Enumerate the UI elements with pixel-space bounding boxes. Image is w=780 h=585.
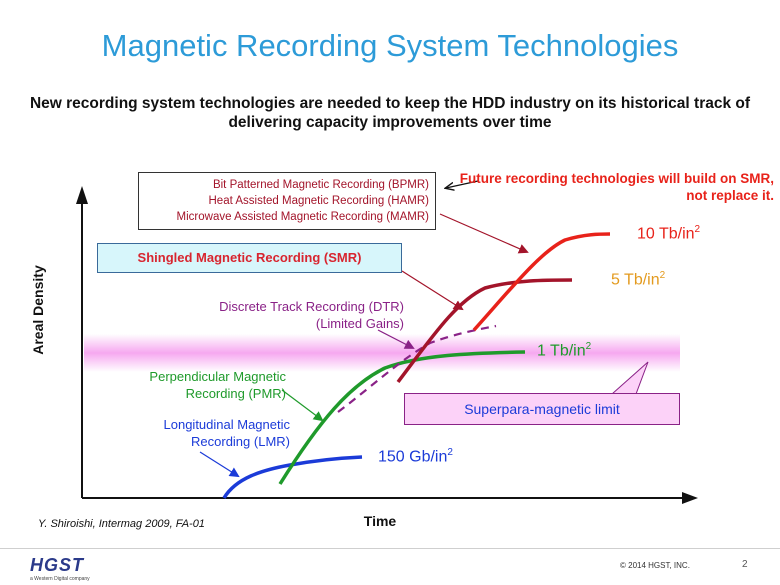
lmr-label-line1: Longitudinal Magnetic	[163, 417, 290, 432]
slide-subtitle: New recording system technologies are ne…	[29, 95, 751, 131]
logo-name: HGST	[30, 555, 85, 575]
density-10tb-label: 10 Tb/in2	[637, 224, 700, 243]
x-axis-arrowhead	[682, 492, 698, 504]
page-number: 2	[742, 559, 748, 570]
y-axis-label: Areal Density	[30, 265, 46, 355]
dtr-label: Discrete Track Recording (DTR) (Limited …	[150, 298, 404, 332]
density-10tb-value: 10 Tb/in	[637, 225, 695, 243]
future-tech-mamr: Microwave Assisted Magnetic Recording (M…	[176, 211, 429, 223]
citation: Y. Shiroishi, Intermag 2009, FA-01	[38, 518, 205, 530]
smr-arrow	[401, 270, 464, 311]
density-150gb-exp: 2	[447, 447, 453, 458]
superparamagnetic-limit-box: Superpara-magnetic limit	[404, 393, 680, 425]
lmr-arrow	[199, 451, 240, 478]
superparamagnetic-band	[84, 334, 680, 372]
density-1tb-label: 1 Tb/in2	[537, 341, 591, 360]
density-150gb-value: 150 Gb/in	[378, 448, 448, 466]
dtr-arrow	[377, 329, 415, 349]
future-note-arrow	[446, 180, 479, 188]
future-note: Future recording technologies will build…	[459, 171, 774, 203]
lmr-label: Longitudinal Magnetic Recording (LMR)	[100, 416, 290, 450]
dtr-label-line1: Discrete Track Recording (DTR)	[219, 299, 404, 314]
pmr-label: Perpendicular Magnetic Recording (PMR)	[100, 368, 286, 402]
future-technologies-box: Bit Patterned Magnetic Recording (BPMR) …	[138, 172, 436, 230]
lmr-curve	[222, 455, 363, 499]
x-axis-label: Time	[363, 513, 397, 529]
future-box-arrow	[439, 213, 529, 254]
density-1tb-exp: 2	[585, 341, 592, 352]
future-curve	[472, 232, 611, 332]
logo-tagline: a Western Digital company	[30, 576, 90, 582]
pmr-arrow	[281, 389, 324, 422]
copyright: © 2014 HGST, INC.	[620, 561, 690, 570]
density-5tb-value: 5 Tb/in	[611, 271, 660, 289]
pmr-curve	[278, 350, 526, 485]
future-tech-bpmr: Bit Patterned Magnetic Recording (BPMR)	[212, 179, 429, 191]
smr-label-box: Shingled Magnetic Recording (SMR)	[97, 243, 402, 273]
dtr-label-line2: (Limited Gains)	[315, 316, 404, 331]
density-1tb-value: 1 Tb/in	[537, 342, 586, 360]
slide-title: Magnetic Recording System Technologies	[101, 28, 679, 63]
y-axis-arrowhead	[76, 186, 88, 204]
lmr-label-line2: Recording (LMR)	[191, 434, 290, 449]
density-5tb-exp: 2	[659, 270, 666, 281]
density-5tb-label: 5 Tb/in2	[611, 270, 665, 289]
smr-curve	[396, 278, 573, 384]
hgst-logo: HGST a Western Digital company	[30, 555, 120, 583]
density-10tb-exp: 2	[694, 224, 701, 235]
density-150gb-label: 150 Gb/in2	[378, 447, 453, 466]
future-tech-hamr: Heat Assisted Magnetic Recording (HAMR)	[208, 195, 430, 207]
pmr-label-line1: Perpendicular Magnetic	[149, 369, 286, 384]
pmr-label-line2: Recording (PMR)	[185, 386, 286, 401]
footer-divider	[0, 548, 780, 549]
